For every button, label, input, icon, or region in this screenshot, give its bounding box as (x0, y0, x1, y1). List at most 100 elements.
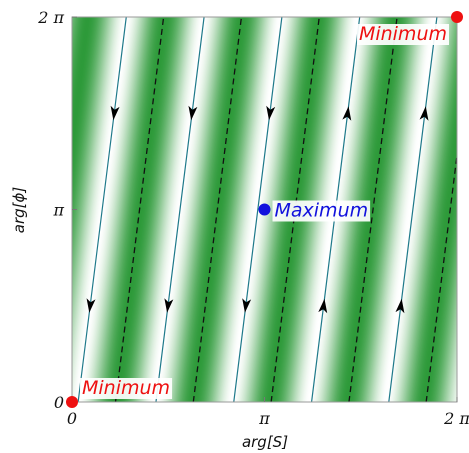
background-stripe (451, 360, 457, 402)
background-stripe (437, 242, 457, 402)
background-stripe (72, 17, 76, 43)
critical-point-label-background (80, 378, 173, 399)
background-stripe (0, 17, 5, 402)
background-stripe (464, 17, 469, 402)
background-stripe (446, 314, 457, 402)
background-stripe (461, 17, 469, 402)
background-stripe (72, 17, 77, 53)
background-stripe (434, 222, 457, 402)
background-stripe (463, 17, 469, 402)
background-stripe (410, 32, 457, 402)
background-stripe (431, 201, 457, 402)
background-stripe (422, 124, 457, 402)
background-stripe (0, 17, 9, 402)
background-stripe (0, 17, 8, 402)
background-stripe (428, 170, 457, 402)
background-stripe (421, 114, 457, 402)
stream-line (233, 17, 283, 402)
background-stripe (455, 391, 457, 402)
x-axis-label: arg[S] (242, 433, 288, 451)
background-stripe (412, 42, 457, 402)
background-stripe (415, 68, 457, 402)
background-stripe (412, 47, 457, 402)
background-stripe (0, 17, 8, 402)
background-stripe (0, 17, 1, 402)
background-stripe (413, 52, 457, 402)
background-stripe (458, 17, 469, 402)
background-stripe (458, 17, 469, 402)
background-stripe (446, 319, 457, 402)
flow-arrow-icon (342, 106, 352, 121)
background-stripe (459, 17, 469, 402)
background-stripe (424, 145, 457, 402)
x-tick-label: 0 (67, 409, 77, 428)
background-stripe (449, 340, 457, 402)
background-stripe (413, 57, 457, 402)
background-stripe (433, 211, 457, 402)
background-stripe (435, 232, 457, 402)
background-stripe (442, 288, 457, 402)
background-stripe (453, 371, 457, 402)
background-stripe (449, 345, 457, 402)
background-stripe (0, 17, 4, 402)
background-stripe (445, 309, 457, 402)
background-stripe (420, 109, 457, 402)
background-stripe (0, 17, 10, 402)
background-stripe (441, 278, 457, 402)
x-tick-label: π (258, 409, 270, 428)
background-stripe (442, 283, 457, 402)
critical-point-label: Minimum (82, 377, 170, 399)
background-stripe (408, 17, 457, 402)
background-stripe (417, 83, 457, 402)
background-stripe (439, 263, 457, 402)
background-stripe (410, 27, 457, 402)
background-stripe (419, 104, 457, 402)
background-stripe (444, 304, 457, 402)
background-stripe (460, 17, 469, 402)
flow-arrow-icon (266, 105, 276, 121)
background-stripe (411, 37, 457, 402)
background-stripe (72, 17, 78, 58)
background-stripe (437, 247, 457, 402)
background-stripe (447, 324, 457, 402)
flow-arrow-icon (318, 298, 328, 314)
background-stripe (454, 381, 457, 402)
critical-point-marker (258, 203, 271, 216)
y-tick-label: 2 π (37, 8, 64, 27)
flow-arrow-icon (110, 105, 120, 121)
background-stripe (451, 355, 457, 402)
background-stripe (0, 17, 7, 402)
background-stripe (463, 17, 469, 402)
background-stripe (0, 17, 6, 402)
background-stripe (23, 17, 72, 402)
separatrix-line (425, 150, 457, 402)
background-stripe (433, 217, 457, 402)
separatrix-line (192, 17, 243, 402)
background-stripe (438, 253, 457, 402)
background-stripe (440, 273, 457, 402)
stream-line (388, 17, 438, 402)
background-stripe (432, 206, 457, 402)
background-stripe (0, 17, 1, 402)
background-stripe (448, 335, 457, 402)
background-stripe (422, 129, 457, 402)
background-stripe (72, 17, 74, 28)
y-axis-label: arg[ϕ] (10, 187, 28, 234)
background-stripe (465, 17, 469, 402)
background-stripe (430, 186, 457, 402)
background-stripe (416, 78, 457, 402)
y-tick-label: π (52, 201, 64, 220)
flow-arrow-icon (419, 106, 429, 121)
background-stripe (0, 17, 3, 402)
separatrix-line (348, 17, 398, 402)
background-stripe (421, 119, 457, 402)
separatrix-line (114, 17, 165, 402)
background-stripe (436, 237, 457, 402)
stream-line (155, 17, 205, 402)
background-stripe (408, 17, 457, 402)
background-stripe (456, 396, 457, 402)
critical-point-label: Maximum (275, 200, 369, 222)
x-tick-label: 2 π (443, 409, 469, 428)
background-stripe (465, 17, 469, 402)
